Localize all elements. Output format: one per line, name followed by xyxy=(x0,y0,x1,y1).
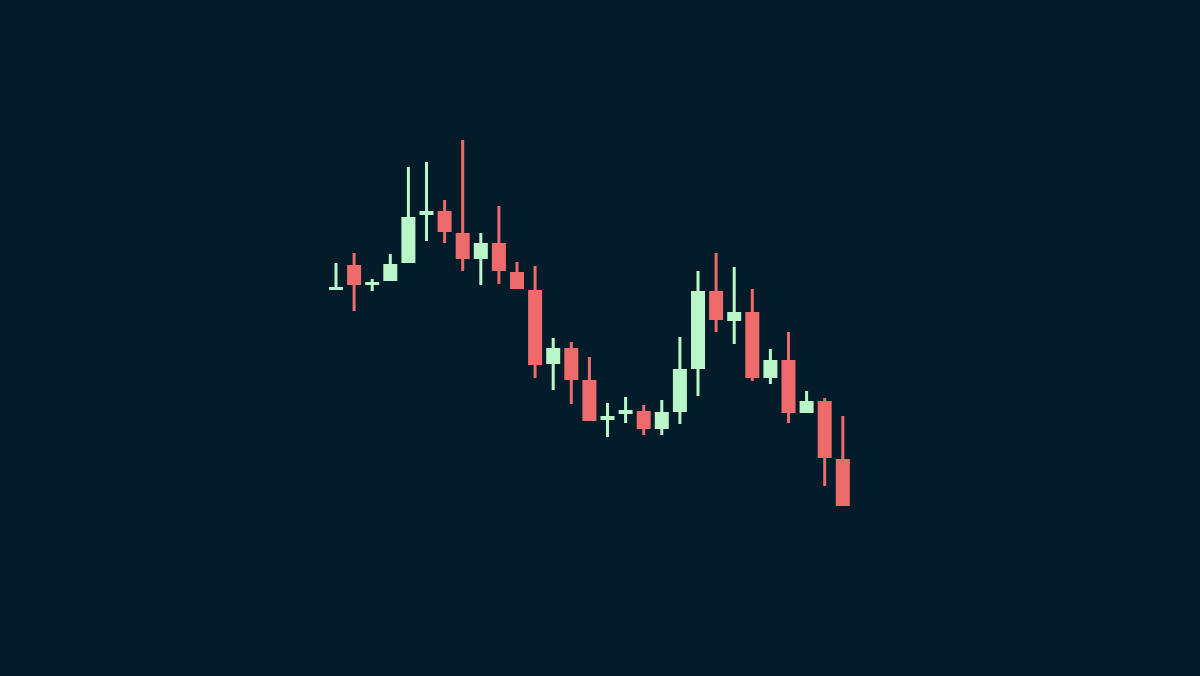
candle-body xyxy=(473,243,488,259)
candle-body xyxy=(383,264,398,281)
candle-body xyxy=(672,369,687,412)
candle-body xyxy=(817,401,832,458)
candle-body xyxy=(365,282,380,285)
candle-body xyxy=(618,410,633,414)
candle-body xyxy=(347,265,362,285)
candle-body xyxy=(691,291,705,369)
candle-body xyxy=(781,360,796,413)
candle-body xyxy=(727,312,742,321)
candle-body xyxy=(546,348,561,364)
candle-body xyxy=(528,290,543,365)
candle-body xyxy=(600,416,615,420)
candle-body xyxy=(510,272,524,289)
candle-body xyxy=(835,459,850,506)
wick xyxy=(334,263,338,290)
candle-body xyxy=(564,348,579,380)
candle-body xyxy=(419,211,434,215)
candle-body xyxy=(636,411,651,429)
candle-body xyxy=(455,233,470,259)
candle-body xyxy=(437,211,452,232)
candle-body xyxy=(401,217,416,263)
candle-body xyxy=(654,412,669,429)
candle-body xyxy=(709,291,724,320)
wick xyxy=(425,162,428,241)
candle-body xyxy=(329,287,343,290)
candle-body xyxy=(799,401,814,413)
candle-body xyxy=(745,312,760,378)
candle-body xyxy=(582,380,597,421)
candle-body xyxy=(763,360,778,378)
wick xyxy=(732,267,736,344)
wick xyxy=(461,140,465,271)
candle-body xyxy=(491,243,506,271)
wick xyxy=(406,167,410,263)
